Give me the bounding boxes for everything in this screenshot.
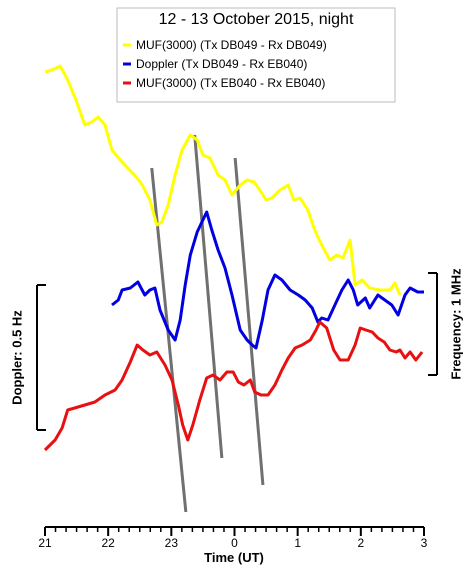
series-line <box>44 64 402 296</box>
x-tick-label: 2 <box>357 536 364 550</box>
x-tick-label: 1 <box>294 536 301 550</box>
legend-box <box>116 7 396 103</box>
trend-line <box>150 167 188 513</box>
series-line <box>111 210 424 350</box>
scale-bar-label: Frequency: 1 MHz <box>448 268 463 380</box>
trend-line <box>233 157 265 486</box>
chart-title: 12 - 13 October 2015, night <box>159 11 354 28</box>
legend-label: MUF(3000) (Tx DB049 - Rx DB049) <box>136 38 327 52</box>
x-tick-label: 22 <box>101 536 115 550</box>
x-tick-label: 21 <box>38 536 52 550</box>
series-line <box>43 320 424 452</box>
scale-bar-label: Doppler: 0.5 Hz <box>9 310 24 405</box>
trend-line <box>193 134 224 459</box>
legend-label: MUF(3000) (Tx EB040 - Rx EB040) <box>136 76 325 90</box>
x-tick-label: 0 <box>231 536 238 550</box>
x-axis-title: Time (UT) <box>204 550 264 565</box>
legend-label: Doppler (Tx DB049 - Rx EB040) <box>136 57 307 71</box>
x-tick-label: 23 <box>165 536 179 550</box>
x-tick-label: 3 <box>421 536 428 550</box>
